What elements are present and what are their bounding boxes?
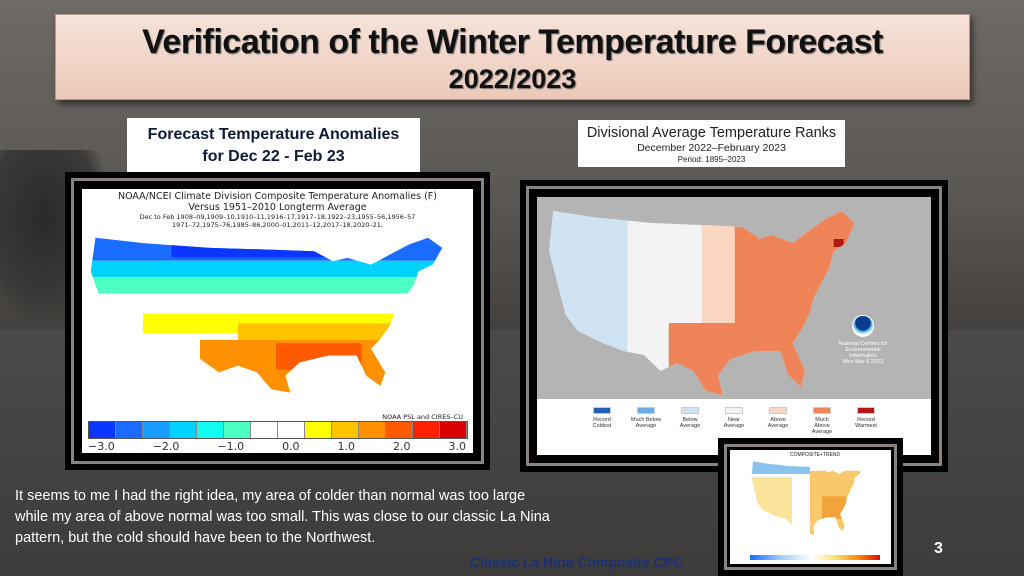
ranks-title: Divisional Average Temperature Ranks: [586, 125, 837, 141]
colorbar-swatch: [413, 422, 440, 438]
noaa-logo: National Centers for Environmental Infor…: [833, 315, 893, 365]
colorbar-tick: −1.0: [217, 440, 245, 453]
legend-swatch: [725, 407, 743, 414]
legend-label: Much Below Average: [631, 417, 661, 429]
commentary-line: pattern, but the cold should have been t…: [15, 530, 376, 546]
legend-swatch: [857, 407, 875, 414]
colorbar-swatch: [332, 422, 359, 438]
forecast-label-line2: for Dec 22 - Feb 23: [202, 148, 345, 165]
legend-label: Record Warmest: [855, 417, 877, 429]
legend-item: Much Below Average: [631, 407, 661, 455]
colorbar-tick: −3.0: [88, 440, 115, 453]
map-subtitle: Versus 1951–2010 Longterm Average: [188, 202, 367, 213]
legend-item: Near Average: [719, 407, 749, 455]
inset-colorbar: [750, 555, 880, 560]
ranks-dates: December 2022–February 2023: [637, 142, 786, 154]
ranks-map-frame: National Centers for Environmental Infor…: [520, 180, 948, 472]
ranks-label: Divisional Average Temperature Ranks Dec…: [578, 120, 845, 167]
legend-item: Record Warmest: [851, 407, 881, 455]
colorbar-swatch: [170, 422, 197, 438]
colorbar-swatch: [278, 422, 305, 438]
colorbar-swatch: [359, 422, 386, 438]
title-line1: Verification of the Winter Temperature F…: [142, 23, 883, 61]
map-title: NOAA/NCEI Climate Division Composite Tem…: [118, 191, 437, 202]
colorbar-tick: 3.0: [448, 440, 466, 453]
legend-swatch: [637, 407, 655, 414]
legend-item: Above Average: [763, 407, 793, 455]
legend-item: Below Average: [675, 407, 705, 455]
colorbar-tick: 2.0: [393, 440, 411, 453]
title-line2: 2022/2023: [448, 64, 577, 94]
colorbar-swatch: [305, 422, 332, 438]
temperature-ranks-map: National Centers for Environmental Infor…: [537, 197, 931, 455]
legend-swatch: [769, 407, 787, 414]
colorbar-swatch: [386, 422, 413, 438]
colorbar: [88, 421, 468, 439]
inset-us-map: [751, 461, 863, 535]
legend-swatch: [593, 407, 611, 414]
map-years-2: 1971–72,1975–76,1985–86,2000–01,2011–12,…: [172, 221, 383, 229]
ranks-us-map: [549, 211, 855, 395]
legend-item: Record Coldest: [587, 407, 617, 455]
colorbar-ticks: −3.0 −2.0 −1.0 0.0 1.0 2.0 3.0: [88, 440, 466, 453]
colorbar-swatch: [197, 422, 224, 438]
commentary-line: while my area of above normal was too sm…: [15, 509, 550, 525]
colorbar-tick: 0.0: [282, 440, 300, 453]
forecast-us-map: [90, 237, 443, 393]
forecast-label-line1: Forecast Temperature Anomalies: [147, 126, 400, 143]
legend-swatch: [813, 407, 831, 414]
forecast-anomaly-map: NOAA/NCEI Climate Division Composite Tem…: [82, 189, 473, 453]
colorbar-swatch: [89, 422, 116, 438]
forecast-label: Forecast Temperature Anomalies for Dec 2…: [127, 118, 420, 172]
legend-label: Near Average: [723, 417, 745, 429]
colorbar-swatch: [251, 422, 278, 438]
slide-title: Verification of the Winter Temperature F…: [55, 14, 970, 100]
inset-title: COMPOSITE+TREND: [790, 452, 841, 458]
colorbar-swatch: [224, 422, 251, 438]
commentary: It seems to me I had the right idea, my …: [15, 486, 715, 549]
ranks-period: Period: 1895–2023: [677, 155, 746, 164]
colorbar-swatch: [143, 422, 170, 438]
legend-label: Below Average: [679, 417, 701, 429]
inset-caption: Classic La Nina Composite CPC: [470, 554, 684, 570]
colorbar-swatch: [440, 422, 467, 438]
page-number: 3: [934, 540, 943, 557]
composite-trend-map: COMPOSITE+TREND: [730, 450, 891, 564]
colorbar-swatch: [116, 422, 143, 438]
colorbar-tick: −2.0: [152, 440, 180, 453]
map-years-1: Dec to Feb 1908–09,1909–10,1910–11,1916–…: [139, 213, 416, 221]
legend-label: Much Above Average: [811, 417, 833, 435]
legend-label: Above Average: [767, 417, 789, 429]
colorbar-tick: 1.0: [337, 440, 356, 453]
agency-name: National Centers for Environmental Infor…: [838, 341, 888, 359]
map-credit: NOAA PSL and CIRES–CU: [382, 413, 463, 421]
forecast-map-frame: NOAA/NCEI Climate Division Composite Tem…: [65, 172, 490, 470]
legend-label: Record Coldest: [592, 417, 612, 429]
legend-swatch: [681, 407, 699, 414]
commentary-line: It seems to me I had the right idea, my …: [15, 488, 526, 504]
noaa-emblem-icon: [852, 315, 874, 337]
inset-map-frame: COMPOSITE+TREND: [718, 438, 903, 576]
legend-item: Much Above Average: [807, 407, 837, 455]
map-date: Mon Mar 6 2023: [842, 359, 884, 365]
